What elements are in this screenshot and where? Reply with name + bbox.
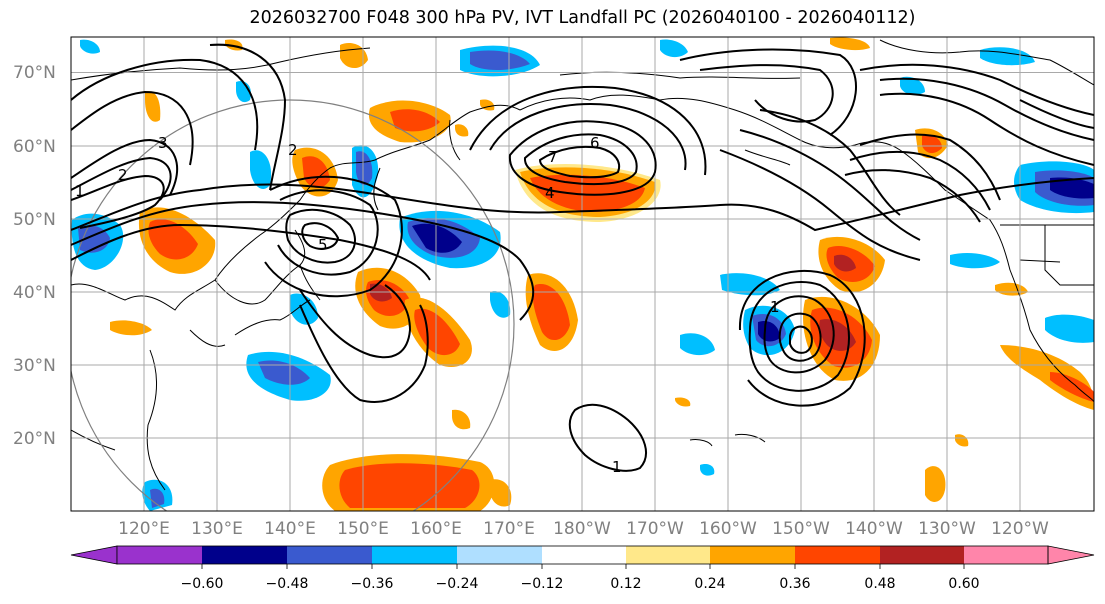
graticule <box>71 37 1094 511</box>
lon-label: 150°E <box>337 519 389 539</box>
colorbar-extend-low <box>70 545 118 565</box>
contour-lines <box>71 43 1094 472</box>
colorbar-bin <box>117 546 202 564</box>
lat-label: 30°N <box>13 356 56 376</box>
lon-label: 160°E <box>410 519 462 539</box>
lat-label: 20°N <box>13 429 56 449</box>
colorbar-bin <box>880 546 964 564</box>
longitude-labels: 120°E 130°E 140°E 150°E 160°E 170°E 180°… <box>118 519 1049 539</box>
contour-label: 1 <box>612 458 622 476</box>
lat-label: 60°N <box>13 137 56 157</box>
lat-label: 40°N <box>13 283 56 303</box>
contour-label: 2 <box>288 141 298 159</box>
contour-label: 3 <box>158 134 168 152</box>
contour-label: 1 <box>770 298 780 316</box>
contour-label: 6 <box>590 134 600 152</box>
lat-label: 50°N <box>13 210 56 230</box>
reference-circle <box>71 99 515 511</box>
colorbar-tick-label: −0.36 <box>351 576 394 592</box>
colorbar-tick-label: 0.36 <box>779 576 810 592</box>
colorbar-bin <box>964 546 1048 564</box>
colorbar-tick-label: 0.60 <box>948 576 979 592</box>
lon-label: 120°W <box>991 519 1049 539</box>
colorbar-tick-label: 0.24 <box>694 576 725 592</box>
lon-label: 130°W <box>918 519 976 539</box>
colorbar-frame <box>116 545 1049 565</box>
colorbar-tick-label: −0.24 <box>436 576 479 592</box>
lon-label: 170°E <box>483 519 535 539</box>
colorbar-bin <box>457 546 542 564</box>
contour-labels: 1 2 3 4 5 6 7 1 2 1 <box>75 134 780 476</box>
contour-label: 1 <box>75 182 85 200</box>
lon-label: 130°E <box>191 519 243 539</box>
lon-label: 160°W <box>699 519 757 539</box>
colorbar-tick-label: −0.60 <box>181 576 224 592</box>
colorbar-tick-label: 0.12 <box>610 576 641 592</box>
colorbar-tick-label: −0.48 <box>266 576 309 592</box>
latitude-labels: 70°N 60°N 50°N 40°N 30°N 20°N <box>13 63 56 449</box>
lon-label: 140°E <box>264 519 316 539</box>
lon-label: 140°W <box>845 519 903 539</box>
colorbar-bin <box>372 546 457 564</box>
colorbar: −0.60 −0.48 −0.36 −0.24 −0.12 0.12 0.24 … <box>70 545 1095 592</box>
contour-label: 7 <box>548 148 558 166</box>
lon-label: 150°W <box>772 519 830 539</box>
colorbar-bin <box>710 546 795 564</box>
lon-label: 120°E <box>118 519 170 539</box>
contour-label: 2 <box>118 166 128 184</box>
colorbar-bin <box>202 546 287 564</box>
lon-label: 180°W <box>553 519 611 539</box>
contour-label: 4 <box>545 184 555 202</box>
colorbar-bin <box>287 546 372 564</box>
colorbar-tick-label: −0.12 <box>521 576 564 592</box>
colorbar-bin <box>795 546 880 564</box>
colorbar-tick-label: 0.48 <box>864 576 895 592</box>
map-frame <box>70 36 1095 512</box>
page-title: 2026032700 F048 300 hPa PV, IVT Landfall… <box>249 8 916 28</box>
lon-label: 170°W <box>626 519 684 539</box>
lat-label: 70°N <box>13 63 56 83</box>
colorbar-extend-high <box>1047 545 1095 565</box>
contour-label: 5 <box>318 236 328 254</box>
colorbar-bin <box>626 546 710 564</box>
colorbar-bin <box>542 546 626 564</box>
